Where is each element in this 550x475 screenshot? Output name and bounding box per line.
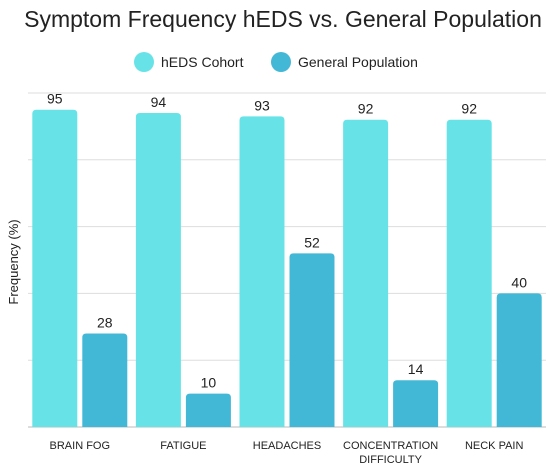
category-labels: BRAIN FOG FATIGUE HEADACHES CONCENTRATION DI… <box>50 440 524 466</box>
data-label: 93 <box>254 97 270 113</box>
category-label: CONCENTRATION DIFFICULTY <box>343 440 438 466</box>
legend-swatch-hEDS-cohort <box>134 52 154 72</box>
y-axis-label: Frequency (%) <box>6 219 21 304</box>
category-label: NECK PAIN <box>465 440 524 452</box>
bar-hEDS-cohort-3 <box>343 119 389 427</box>
legend-label-hEDS-cohort: hEDS Cohort <box>161 54 244 70</box>
bar-general-population-2 <box>289 253 335 427</box>
data-label: 95 <box>47 91 63 107</box>
legend-swatch-general-population <box>271 52 291 72</box>
data-label: 92 <box>358 101 374 117</box>
bar-hEDS-cohort-2 <box>239 116 285 427</box>
legend: hEDS Cohort General Population <box>134 52 418 72</box>
legend-label-general-population: General Population <box>298 54 418 70</box>
data-label: 94 <box>151 94 167 110</box>
value-labels: 95 28 94 10 93 52 92 14 92 40 <box>47 91 527 391</box>
bars <box>32 109 542 427</box>
data-label: 40 <box>511 274 527 290</box>
bar-general-population-4 <box>496 293 542 427</box>
bar-hEDS-cohort-4 <box>446 119 492 427</box>
category-label: FATIGUE <box>160 440 206 452</box>
data-label: 92 <box>461 101 477 117</box>
data-label: 28 <box>97 314 113 330</box>
category-label: HEADACHES <box>253 440 321 452</box>
data-label: 10 <box>201 375 217 391</box>
category-label: BRAIN FOG <box>50 440 111 452</box>
data-label: 14 <box>408 361 424 377</box>
bar-hEDS-cohort-1 <box>135 113 181 427</box>
bar-general-population-3 <box>393 380 439 427</box>
bar-general-population-1 <box>185 393 231 427</box>
bar-general-population-0 <box>82 333 128 427</box>
data-label: 52 <box>304 234 320 250</box>
chart-title: Symptom Frequency hEDS vs. General Popul… <box>24 6 542 32</box>
bar-hEDS-cohort-0 <box>32 109 78 427</box>
